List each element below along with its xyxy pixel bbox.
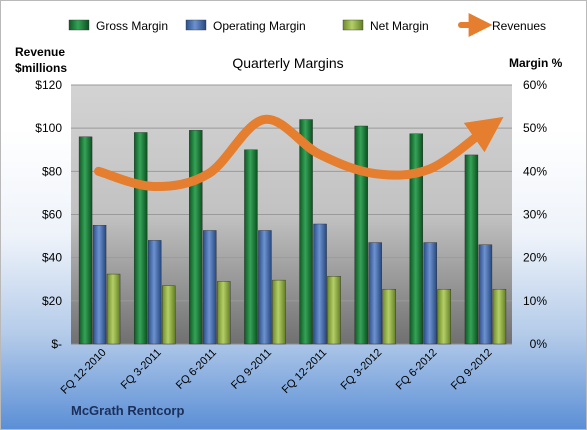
x-tick-label: FQ 6-2011 <box>174 347 219 392</box>
left-tick-label: $80 <box>42 164 62 178</box>
revenue-line <box>94 115 504 191</box>
bar-gross-margin <box>133 132 148 345</box>
left-tick-label: $60 <box>42 208 62 222</box>
left-tick-label: $- <box>51 337 62 351</box>
left-axis-label-line2: $millions <box>15 61 67 75</box>
bar-gross-margin <box>299 119 313 345</box>
left-tick-label: $40 <box>42 251 62 265</box>
left-tick-label: $100 <box>35 121 62 135</box>
bar-operating-margin <box>147 240 162 345</box>
right-tick-label: 50% <box>523 121 547 135</box>
bar-gross-margin <box>354 125 368 345</box>
bar-operating-margin <box>258 230 272 345</box>
bar-gross-margin <box>409 133 424 345</box>
right-tick-label: 10% <box>523 294 547 308</box>
x-tick-label: FQ 9-2012 <box>449 347 495 393</box>
bar-gross-margin <box>464 154 479 345</box>
legend-swatch-operating-margin <box>185 19 207 31</box>
bar-net-margin <box>217 281 231 345</box>
bar-operating-margin <box>478 244 493 345</box>
bars <box>78 119 507 345</box>
right-tick-label: 60% <box>523 78 547 92</box>
right-tick-label: 0% <box>530 337 548 351</box>
x-tick-label: FQ 6-2012 <box>394 347 440 393</box>
legend: Gross Margin Operating Margin Net Margin Re… <box>68 13 546 37</box>
bar-gross-margin <box>78 136 93 345</box>
bar-net-margin <box>492 288 507 345</box>
bar-net-margin <box>437 288 452 345</box>
right-axis-label: Margin % <box>509 56 563 70</box>
legend-label-operating-margin: Operating Margin <box>213 19 306 33</box>
legend-swatch-net-margin <box>342 19 364 31</box>
legend-label-net-margin: Net Margin <box>370 19 429 33</box>
right-tick-label: 30% <box>523 208 547 222</box>
x-tick-label: FQ 12-2010 <box>59 347 109 397</box>
x-tick-label: FQ 3-2012 <box>339 347 385 393</box>
x-tick-label: FQ 12-2011 <box>280 347 329 396</box>
bar-operating-margin <box>423 242 438 345</box>
legend-swatch-gross-margin <box>68 19 90 31</box>
bar-net-margin <box>272 279 286 345</box>
bar-operating-margin <box>368 242 382 345</box>
bar-operating-margin <box>92 225 107 345</box>
right-tick-label: 20% <box>523 251 547 265</box>
x-tick-label: FQ 9-2011 <box>229 347 274 392</box>
legend-label-revenues: Revenues <box>492 19 546 33</box>
bar-gross-margin <box>189 130 203 345</box>
bar-net-margin <box>106 273 121 345</box>
revenue-line-path <box>94 115 504 191</box>
bar-net-margin <box>161 285 176 345</box>
left-tick-label: $20 <box>42 294 62 308</box>
bar-net-margin <box>327 276 341 345</box>
bar-gross-margin <box>244 149 258 345</box>
left-tick-label: $120 <box>35 78 62 92</box>
bar-operating-margin <box>203 230 217 345</box>
x-axis-ticks: FQ 12-2010 FQ 3-2011 FQ 6-2011 FQ 9-2011 FQ … <box>59 347 495 397</box>
company-name: McGrath Rentcorp <box>71 403 185 418</box>
x-tick-label: FQ 3-2011 <box>119 347 164 392</box>
legend-label-gross-margin: Gross Margin <box>96 19 168 33</box>
bar-net-margin <box>382 288 396 345</box>
left-axis-ticks: $- $20 $40 $60 $80 $100 $120 <box>35 78 62 351</box>
right-tick-label: 40% <box>523 164 547 178</box>
left-axis-label-line1: Revenue <box>15 45 65 59</box>
chart-title: Quarterly Margins <box>232 55 343 71</box>
right-axis-ticks: 0% 10% 20% 30% 40% 50% 60% <box>523 78 547 351</box>
bar-operating-margin <box>313 223 327 345</box>
